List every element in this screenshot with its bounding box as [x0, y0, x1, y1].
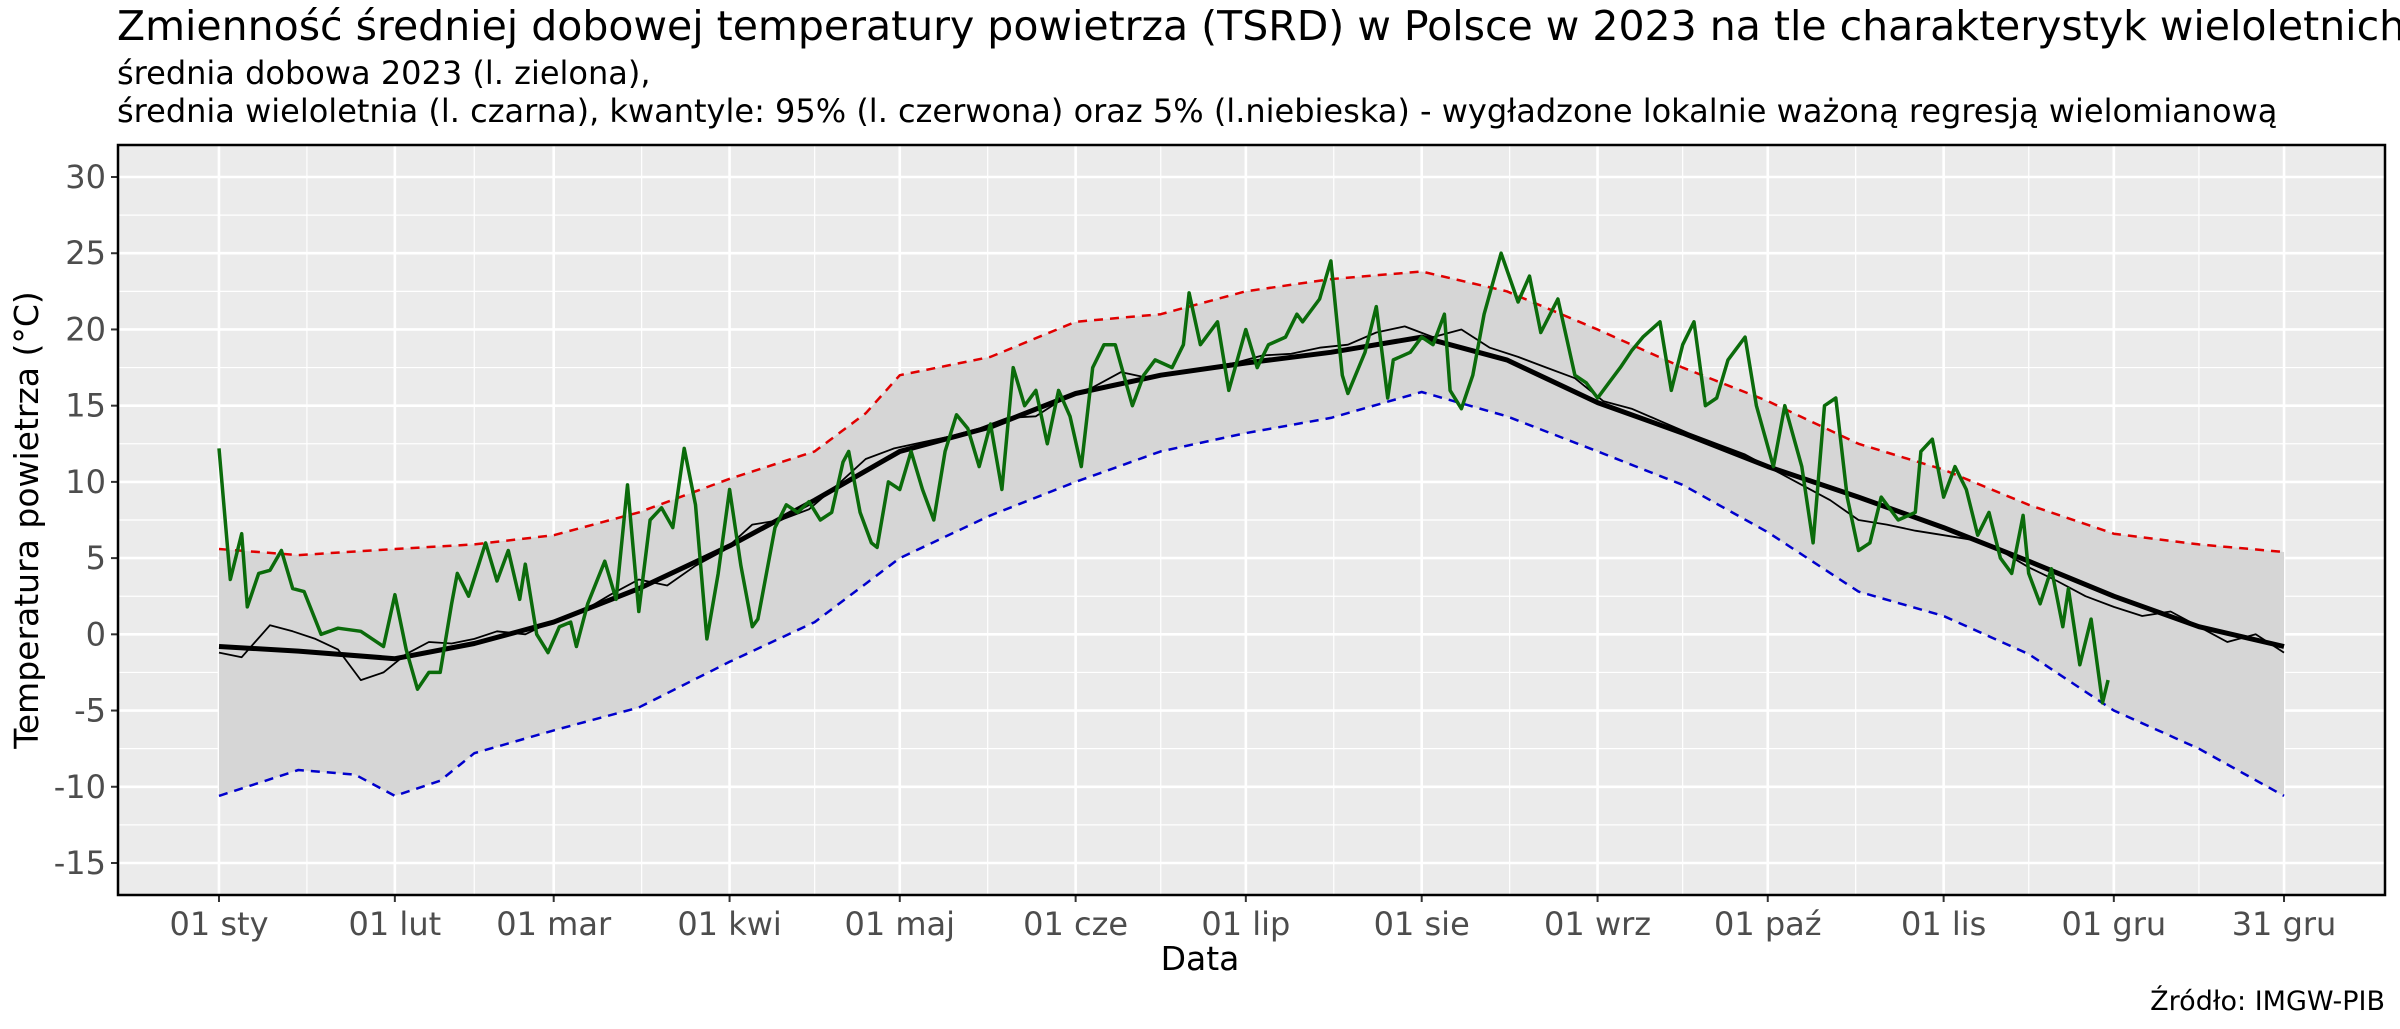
y-tick-label: 15: [65, 387, 106, 425]
y-axis-label: Temperatura powietrza (°C): [7, 291, 46, 750]
plot-border: [116, 143, 2387, 897]
y-tick-label: 30: [65, 158, 106, 196]
x-tick-label: 01 kwi: [677, 905, 781, 943]
x-tick-label: 01 lut: [349, 905, 442, 943]
caption: Źródło: IMGW-PIB: [2150, 985, 2385, 1017]
x-tick-label: 31 gru: [2232, 905, 2337, 943]
x-tick-label: 01 maj: [844, 905, 955, 943]
x-tick-label: 01 paź: [1714, 905, 1822, 943]
y-tick-label: 20: [65, 310, 106, 348]
x-axis-label: Data: [1161, 939, 1240, 978]
x-tick-label: 01 cze: [1023, 905, 1128, 943]
quantile-band: [218, 271, 2285, 796]
chart-subtitle: średnia dobowa 2023 (l. zielona),: [117, 54, 651, 92]
y-tick-label: 10: [65, 463, 106, 501]
y-tick-label: -10: [54, 768, 106, 806]
chart-title: Zmienność średniej dobowej temperatury p…: [117, 2, 2400, 50]
grid: [118, 145, 2385, 895]
line: [218, 334, 2285, 662]
line: [217, 251, 2110, 705]
x-tick-label: 01 lip: [1201, 905, 1290, 943]
x-tick-label: 01 sie: [1374, 905, 1470, 943]
y-tick-label: -15: [54, 844, 106, 882]
x-tick-label: 01 wrz: [1544, 905, 1651, 943]
y-tick-label: -5: [74, 692, 106, 730]
y-tick-label: 5: [86, 539, 106, 577]
x-tick-label: 01 sty: [169, 905, 268, 943]
y-tick-label: 0: [86, 615, 106, 653]
x-tick-label: 01 gru: [2062, 905, 2167, 943]
line: [218, 390, 2285, 798]
x-tick-label: 01 lis: [1901, 905, 1986, 943]
y-tick-label: 25: [65, 234, 106, 272]
x-tick-label: 01 mar: [496, 905, 612, 943]
chart-subtitle: średnia wieloletnia (l. czarna), kwantyl…: [117, 92, 2277, 130]
